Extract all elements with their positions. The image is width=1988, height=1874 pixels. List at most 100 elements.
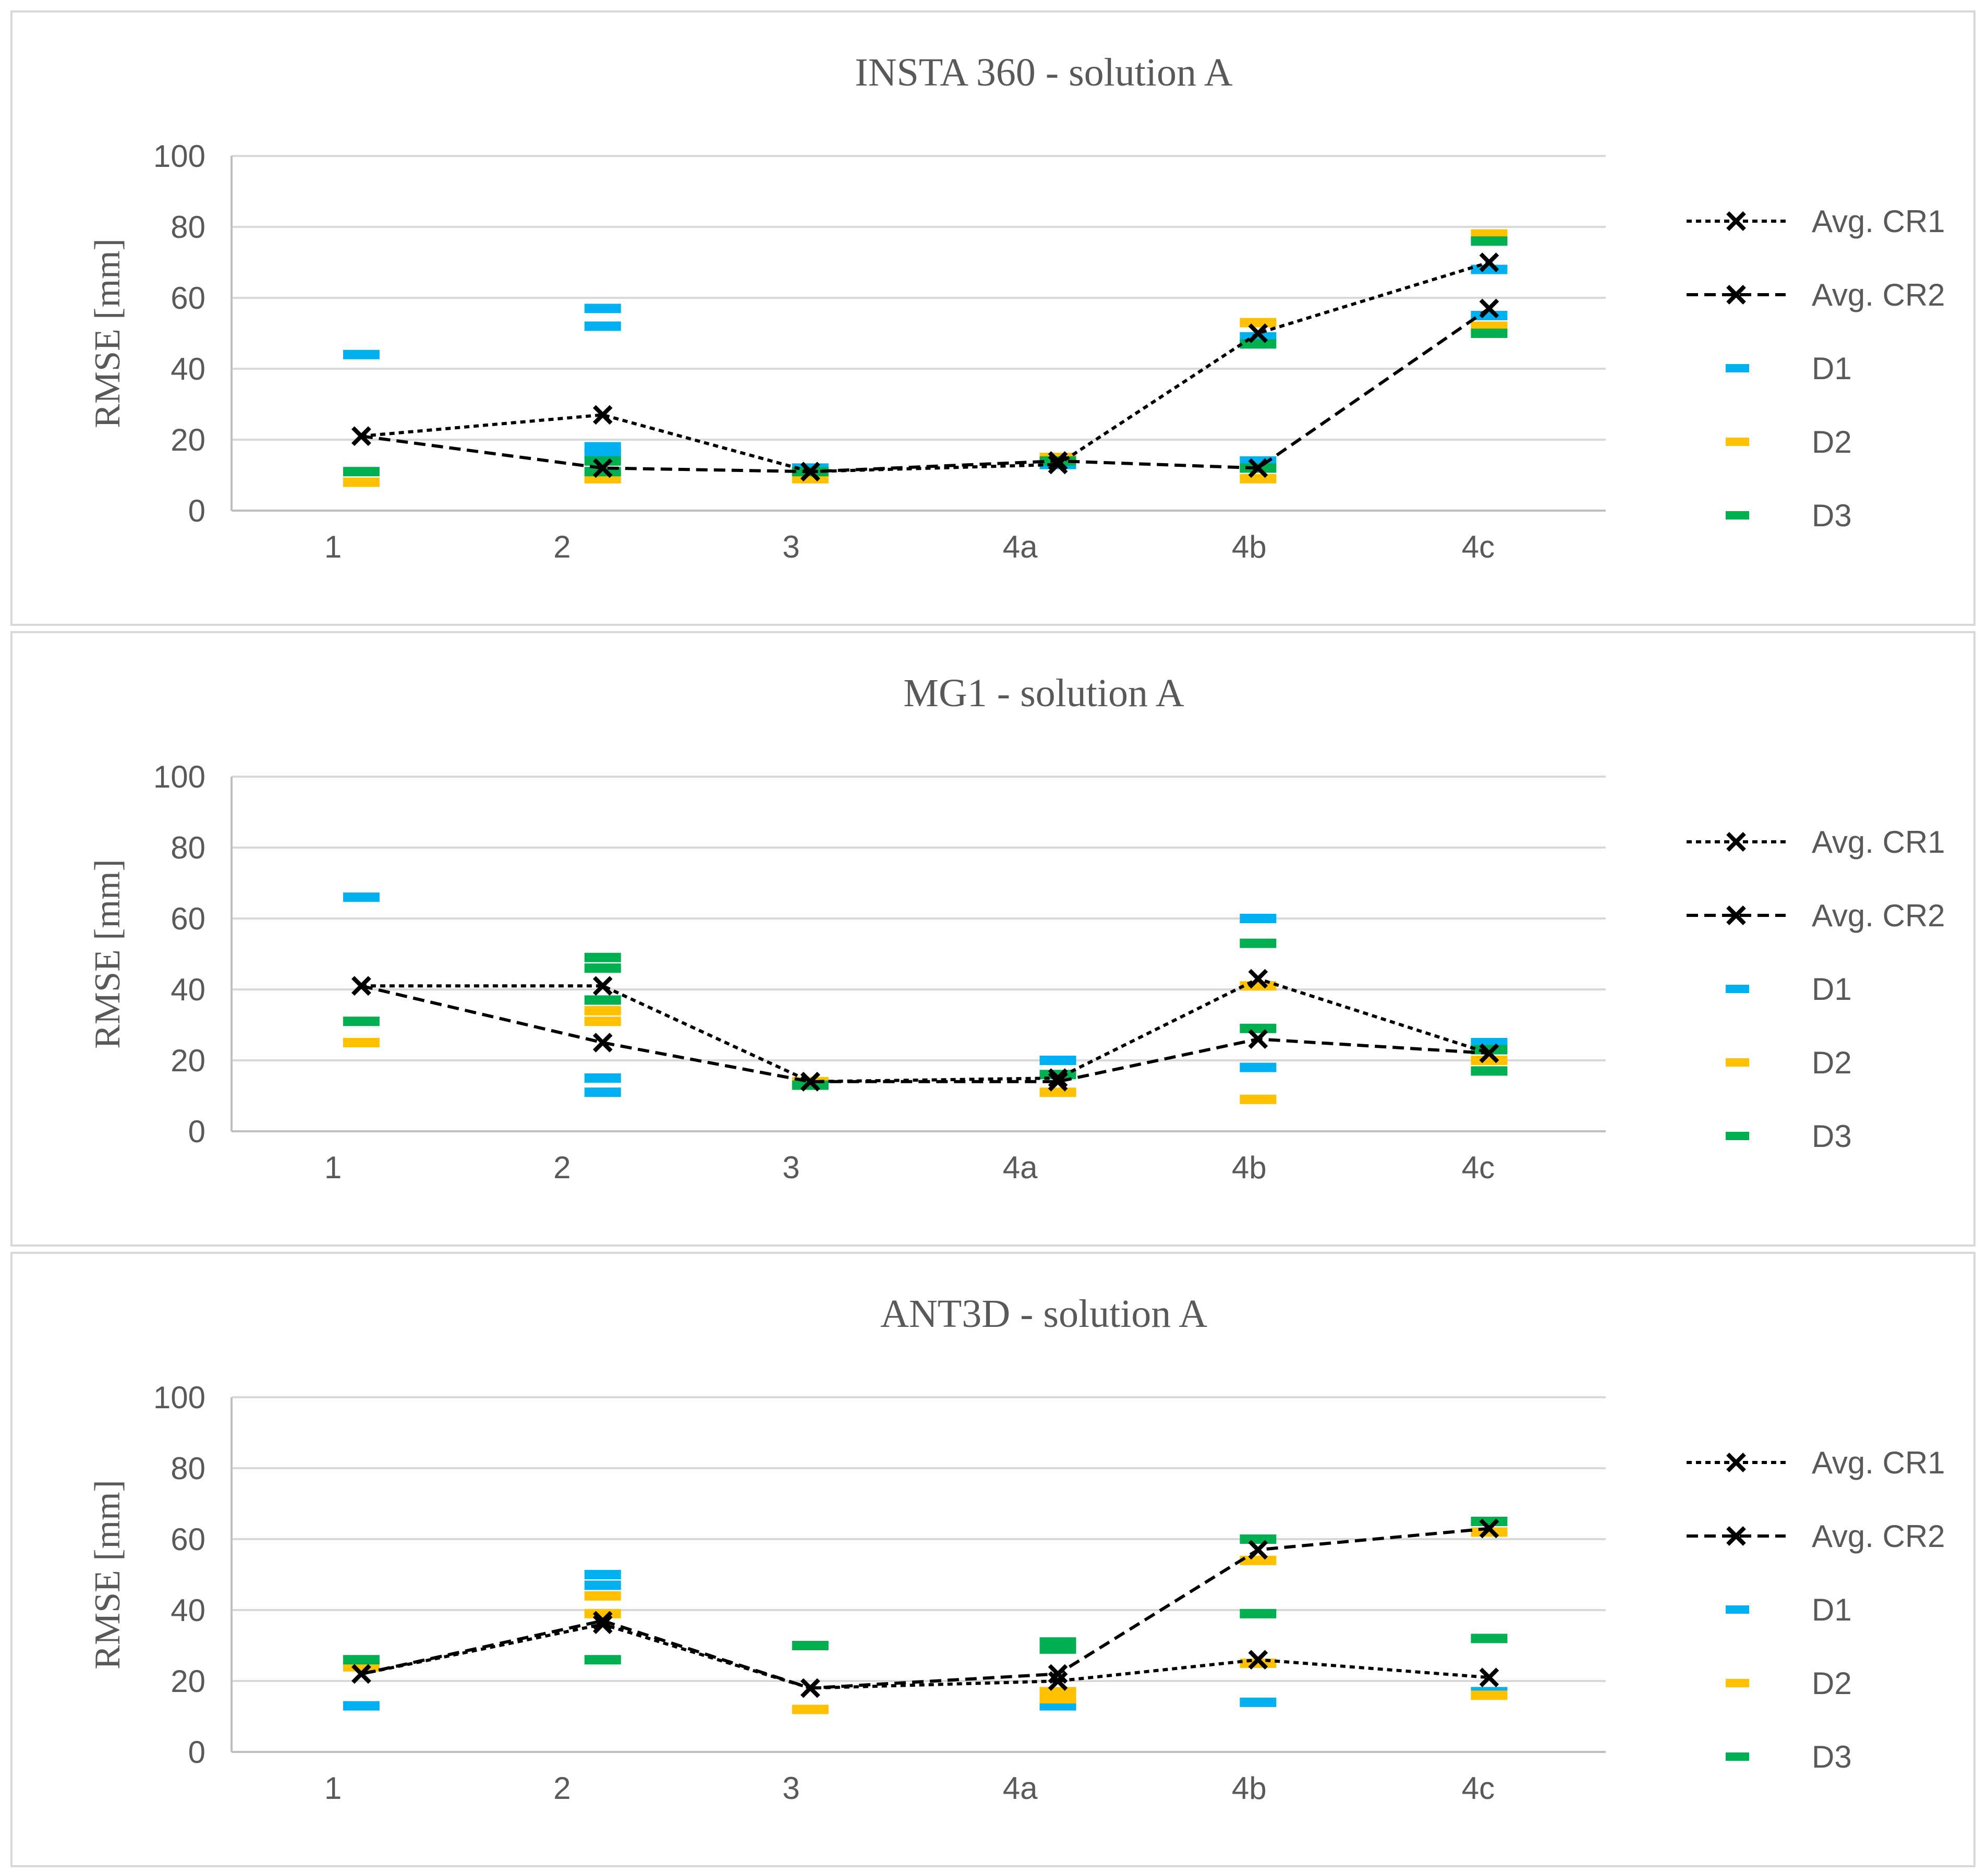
series-line-avg-cr2 [361, 984, 1489, 1083]
legend-item-avg-cr2: Avg. CR2 [1687, 1519, 1945, 1554]
data-point-d1 [584, 449, 621, 459]
legend-label: D1 [1812, 1592, 1852, 1627]
data-point-avg-cr2 [1479, 298, 1499, 319]
x-tick-label: 3 [782, 529, 799, 564]
legend-marker [1726, 985, 1749, 993]
data-point-d1 [584, 1580, 621, 1590]
legend-marker [1726, 364, 1749, 372]
data-point-avg-cr2 [1248, 1029, 1268, 1049]
series-line-avg-cr2 [361, 1527, 1489, 1690]
data-point-d3 [1471, 1634, 1508, 1643]
data-point-d2 [1471, 1690, 1508, 1700]
legend-label: Avg. CR1 [1812, 825, 1945, 860]
data-point-d2 [343, 1038, 380, 1047]
data-point-avg-cr2 [592, 458, 613, 478]
data-point-d1 [584, 1570, 621, 1579]
data-point-d1 [1240, 1062, 1277, 1072]
data-point-avg-cr2 [1479, 1043, 1499, 1063]
legend-marker [1726, 905, 1746, 925]
x-tick-label: 4a [1003, 529, 1038, 564]
x-tick-label: 4c [1462, 1150, 1495, 1185]
chart-title: ANT3D - solution A [880, 1292, 1207, 1336]
legend-marker [1726, 1526, 1746, 1546]
data-point-d3 [584, 995, 621, 1005]
legend-marker [1726, 1058, 1749, 1067]
data-point-d2 [1039, 1694, 1076, 1703]
data-point-avg-cr2 [592, 1611, 613, 1631]
data-point-avg-cr2 [800, 1071, 820, 1092]
data-point-avg-cr1 [1048, 1671, 1068, 1691]
legend-marker [1726, 1752, 1749, 1761]
data-point-d3 [1471, 1066, 1508, 1076]
data-point-d1 [584, 442, 621, 452]
data-point-d3 [343, 1655, 380, 1665]
legend-label: D3 [1812, 498, 1852, 533]
y-tick-label: 60 [171, 1522, 205, 1557]
data-point-d2 [1240, 1555, 1277, 1565]
legend-marker [1726, 832, 1746, 852]
data-point-avg-cr1 [1048, 454, 1068, 475]
y-tick-label: 80 [171, 1451, 205, 1486]
y-axis-label: RMSE [mm] [88, 859, 128, 1049]
legend-label: D3 [1812, 1739, 1852, 1774]
legend-item-avg-cr2: Avg. CR2 [1687, 277, 1945, 312]
legend-label: Avg. CR2 [1812, 277, 1945, 312]
data-point-avg-cr2 [1048, 451, 1068, 471]
data-point-d1 [1471, 311, 1508, 320]
data-point-d3 [1240, 339, 1277, 349]
data-point-avg-cr2 [351, 976, 371, 996]
data-point-d3 [1240, 938, 1277, 948]
legend-item-d1: D1 [1726, 351, 1852, 386]
x-tick-label: 4b [1232, 529, 1267, 564]
legend-item-avg-cr1: Avg. CR1 [1687, 825, 1945, 860]
legend-label: D3 [1812, 1119, 1852, 1154]
legend-item-d1: D1 [1726, 972, 1852, 1007]
chart-title: INSTA 360 - solution A [855, 51, 1233, 94]
data-point-avg-cr1 [1479, 252, 1499, 272]
legend-item-avg-cr1: Avg. CR1 [1687, 204, 1945, 239]
chart-panel-insta360: INSTA 360 - solution A RMSE [mm] 0 20 40 60 80… [10, 10, 1975, 626]
series-d3 [343, 1517, 1508, 1665]
y-tick-label: 100 [153, 759, 205, 794]
data-point-avg-cr2 [351, 426, 371, 446]
series-avg-cr2 [351, 298, 1499, 482]
data-point-d1 [343, 892, 380, 902]
chart-svg: INSTA 360 - solution A RMSE [mm] 0 20 40 60 80… [88, 51, 1945, 564]
y-tick-label: 40 [171, 352, 205, 386]
data-point-d2 [584, 1591, 621, 1601]
data-point-avg-cr2 [800, 462, 820, 482]
data-point-d1 [1039, 1056, 1076, 1065]
chart-svg: MG1 - solution A RMSE [mm] 0 20 40 60 80 100 1 2 3… [88, 671, 1945, 1185]
data-point-d1 [584, 304, 621, 313]
data-point-d2 [343, 477, 380, 487]
y-tick-label: 60 [171, 901, 205, 936]
series-line-avg-cr1 [361, 1623, 1489, 1690]
data-point-d1 [584, 321, 621, 331]
data-point-d1 [584, 1073, 621, 1083]
data-point-avg-cr1 [592, 405, 613, 425]
x-tick-label: 2 [553, 529, 571, 564]
data-point-d2 [1039, 1087, 1076, 1097]
x-tick-label: 3 [782, 1771, 799, 1806]
y-tick-label: 40 [171, 1593, 205, 1628]
legend-label: Avg. CR2 [1812, 1519, 1945, 1554]
series-avg-cr1 [351, 252, 1499, 482]
y-tick-label: 80 [171, 830, 205, 865]
data-point-d2 [1240, 474, 1277, 483]
legend-label: D2 [1812, 1045, 1852, 1080]
x-tick-label: 4b [1232, 1771, 1267, 1806]
data-point-avg-cr1 [1248, 969, 1268, 989]
data-point-avg-cr2 [1248, 1540, 1268, 1560]
data-point-d1 [584, 1087, 621, 1097]
legend-item-d3: D3 [1726, 498, 1852, 533]
legend-marker [1726, 1132, 1749, 1140]
legend-label: D1 [1812, 351, 1852, 386]
data-point-d3 [1471, 1517, 1508, 1526]
chart-panel-mg1: MG1 - solution A RMSE [mm] 0 20 40 60 80 100 1 2 3… [10, 631, 1975, 1247]
y-axis-label: RMSE [mm] [88, 1480, 128, 1670]
data-point-d2 [792, 1704, 829, 1714]
data-point-avg-cr1 [1048, 1068, 1068, 1088]
x-tick-label: 1 [324, 1150, 342, 1185]
series-avg-cr2 [351, 976, 1499, 1092]
data-point-d2 [584, 474, 621, 483]
